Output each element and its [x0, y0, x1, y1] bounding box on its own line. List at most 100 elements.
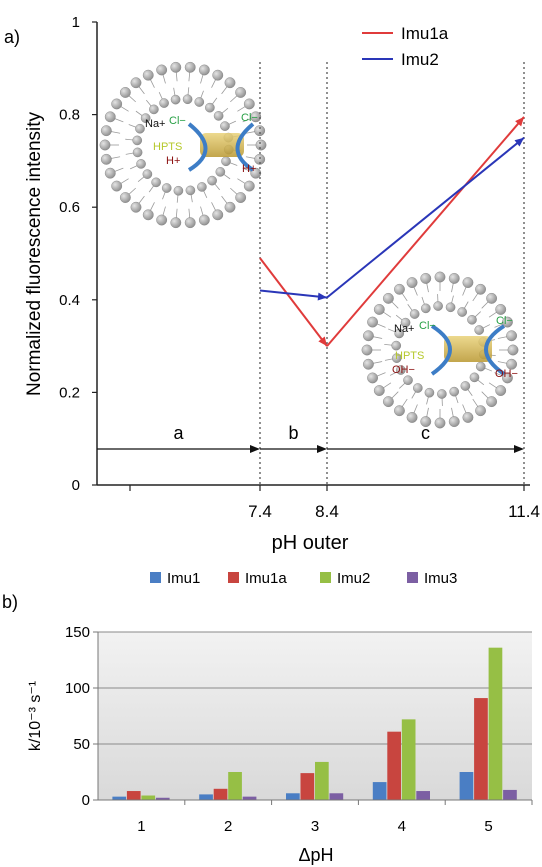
lipid-head [142, 209, 154, 221]
bar-imu2 [401, 719, 416, 800]
x-axis-title: pH outer [272, 532, 349, 554]
inset2-inner-anion-label: Cl− [419, 320, 436, 332]
lipid-head [475, 361, 486, 372]
inset2-dye-label: HPTS [395, 350, 424, 362]
lipid-head [212, 209, 224, 221]
lipid-head [250, 167, 262, 179]
lipid-head [421, 303, 431, 314]
lipid-head [507, 344, 519, 356]
lipid-head [205, 102, 215, 113]
lipid-head [420, 416, 432, 427]
lipid-head [243, 98, 255, 110]
lipid-head [460, 381, 471, 391]
inset2-hydroxide-in-label: OH− [392, 364, 415, 376]
lipid-head [136, 159, 146, 169]
lipid-head [506, 330, 517, 342]
lipid-head [100, 125, 112, 137]
bar-imu1a [387, 731, 401, 800]
x-tick-label: 11.4 [508, 502, 540, 521]
lipid-head [363, 358, 374, 370]
lipid-head [363, 330, 374, 342]
lipid-head [420, 273, 432, 284]
inset1-proton-out-label: H+ [242, 163, 256, 175]
legend-swatch-imu1 [150, 572, 161, 583]
inset2-cation-label: Na+ [394, 323, 415, 335]
x-tick-label: 2 [224, 818, 232, 835]
lipid-head [142, 169, 153, 179]
lipid-head [367, 316, 378, 328]
x-tick-label: 1 [137, 818, 145, 835]
legend-swatch-imu3 [407, 572, 418, 583]
lipid-head [433, 301, 443, 311]
lipid-head [448, 416, 460, 427]
lipid-head [394, 405, 405, 417]
legend-label-imu1: Imu1 [167, 570, 200, 587]
bar-imu3 [329, 793, 344, 800]
series-segment-imu2 [326, 136, 525, 299]
y-tick-label: 50 [73, 736, 90, 753]
lipid-head [235, 87, 247, 98]
lipid-head [395, 365, 406, 375]
lipid-head [391, 340, 402, 351]
lipid-head [255, 139, 267, 151]
inset1-cation-label: Na+ [145, 118, 166, 130]
lipid-head [224, 201, 236, 213]
inset1-proton-in-label: H+ [166, 155, 180, 167]
series-arrowhead-imu2 [514, 137, 524, 147]
lipid-head [502, 372, 513, 384]
lipid-head [130, 201, 142, 213]
bars [112, 647, 517, 800]
lipid-head [151, 177, 161, 188]
bar-imu1 [372, 782, 387, 800]
lipid-head [437, 389, 447, 399]
lipid-head [170, 61, 182, 73]
lipid-head [135, 123, 145, 134]
lipid-head [170, 94, 181, 105]
y-tick-label: 0.2 [59, 384, 80, 401]
inset1-inner-anion-label: Cl− [169, 115, 186, 127]
lipid-head [361, 344, 373, 356]
lipid-head [254, 153, 266, 165]
bar-imu1a [213, 788, 228, 800]
bar-imu1a [300, 773, 315, 800]
series-arrowhead-imu1a [318, 336, 327, 347]
lipid-head [213, 111, 224, 121]
lipid-head [434, 271, 446, 283]
lipid-head [194, 97, 205, 107]
lipid-head [449, 386, 459, 397]
lipid-head [502, 316, 513, 328]
lipid-head [445, 302, 456, 313]
lipid-head [394, 328, 405, 339]
legend-swatch-imu2 [320, 572, 331, 583]
bar-imu2 [228, 772, 242, 800]
lipid-head [215, 167, 226, 177]
lipid-head [254, 125, 266, 137]
region-arrowhead [514, 445, 524, 453]
region-arrows: a b c [97, 423, 524, 453]
legend-swatch-imu1a [228, 572, 239, 583]
lipid-head [235, 192, 247, 203]
legend-label-imu2: Imu2 [337, 570, 370, 587]
y-tick-label: 150 [65, 624, 90, 641]
lipid-head [212, 69, 224, 81]
series-arrowhead-imu2 [317, 292, 327, 301]
lipid-head [119, 87, 131, 98]
lipid-head [486, 292, 498, 304]
lipid-head [424, 387, 435, 398]
gridlines [98, 631, 532, 745]
panel-b-label: b) [2, 592, 18, 612]
lipid-bilayer [361, 271, 519, 429]
y-ticks: 0 0.2 0.4 0.6 0.8 1 [59, 14, 97, 494]
series-segment-imu1a [259, 257, 328, 347]
lipid-head [406, 412, 418, 423]
lipid-head [156, 214, 168, 226]
lipid-head [457, 307, 467, 317]
lipid-head [140, 113, 151, 123]
lipid-head [99, 139, 111, 151]
lipid-head [221, 156, 231, 167]
lipid-head [406, 277, 418, 288]
y-axis-title: Normalized fluorescence intensity [24, 111, 45, 396]
inset2-hydroxide-out-label: OH− [495, 368, 518, 380]
lipid-head [197, 182, 207, 192]
y-tick-label: 0 [72, 477, 80, 494]
